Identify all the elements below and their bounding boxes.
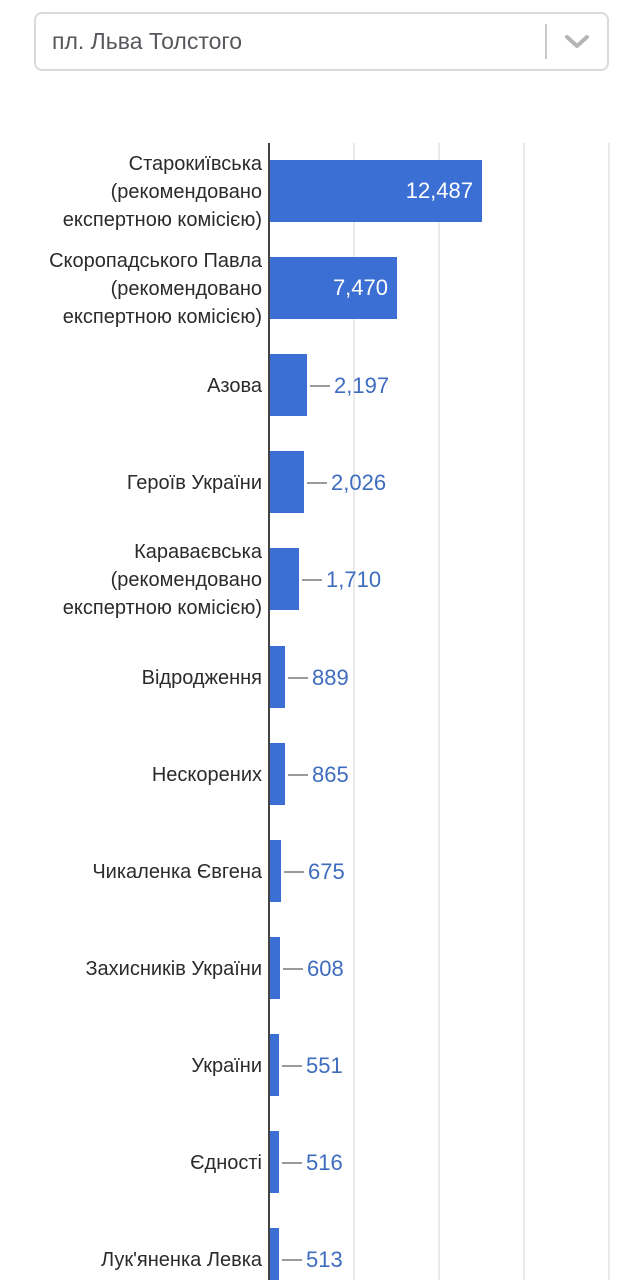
bar[interactable]: 7,470 — [270, 257, 397, 319]
bar-label: Караваєвська (рекомендовано експертною к… — [62, 540, 262, 619]
bar-label: Героїв України — [126, 471, 262, 494]
bar-label: Нескорених — [151, 763, 262, 786]
bar-value-label: 608 — [307, 955, 344, 981]
value-callout-line — [302, 578, 322, 581]
bar-value-label: 551 — [306, 1052, 343, 1078]
bar-label: України — [191, 1054, 262, 1077]
bar-value-label: 7,470 — [332, 275, 388, 300]
bar-row: Захисників України 608 — [0, 920, 636, 1017]
value-callout-line — [282, 1258, 302, 1261]
bar-value-label: 889 — [312, 664, 349, 690]
gridline — [438, 143, 440, 1280]
bar-row: Єдності 516 — [0, 1114, 636, 1211]
gridline — [608, 143, 610, 1280]
bar-row: Старокиївська (рекомендовано експертною … — [0, 143, 636, 240]
bar-label: Єдності — [190, 1151, 262, 1174]
bar-value-label: 1,710 — [326, 566, 382, 592]
bar-label: Захисників України — [85, 957, 262, 980]
bar-label: Відродження — [141, 666, 262, 689]
bar-row: Героїв України 2,026 — [0, 434, 636, 531]
street-select-value: пл. Льва Толстого — [52, 28, 243, 54]
bar-value-label: 513 — [306, 1246, 343, 1272]
y-axis-line — [268, 143, 270, 1280]
bar[interactable]: 12,487 — [270, 160, 482, 222]
bar-value-label: 516 — [306, 1149, 343, 1175]
bar-value-label: 2,026 — [331, 469, 387, 495]
bar-label: Чикаленка Євгена — [92, 860, 262, 883]
bar-row: Азова 2,197 — [0, 337, 636, 434]
bar-value-label: 2,197 — [334, 372, 390, 398]
bar[interactable] — [270, 451, 304, 513]
value-callout-line — [310, 384, 330, 387]
chevron-down-icon — [565, 34, 589, 48]
bar-row: України 551 — [0, 1017, 636, 1114]
bar-row: Відродження 889 — [0, 629, 636, 726]
value-callout-line — [284, 870, 304, 873]
bar-label: Скоропадського Павла (рекомендовано експ… — [49, 249, 262, 328]
bar-value-label: 675 — [308, 858, 345, 884]
value-callout-line — [288, 773, 308, 776]
bar-label: Старокиївська (рекомендовано експертною … — [62, 152, 262, 231]
bar-value-label: 12,487 — [405, 178, 473, 203]
bar[interactable] — [270, 1228, 279, 1280]
bar-value-label: 865 — [312, 761, 349, 787]
bar[interactable] — [270, 548, 299, 610]
gridline — [523, 143, 525, 1280]
bar-row: Лук'яненка Левка 513 — [0, 1211, 636, 1280]
bar[interactable] — [270, 1131, 279, 1193]
bar-chart: Старокиївська (рекомендовано експертною … — [0, 143, 636, 1280]
bar[interactable] — [270, 743, 285, 805]
bar-label: Лук'яненка Левка — [100, 1248, 262, 1271]
bar[interactable] — [270, 937, 280, 999]
value-callout-line — [288, 676, 308, 679]
street-select[interactable]: пл. Льва Толстого — [34, 12, 609, 71]
bar[interactable] — [270, 646, 285, 708]
bar-row: Нескорених 865 — [0, 726, 636, 823]
dropdown-divider — [545, 24, 547, 59]
bar[interactable] — [270, 354, 307, 416]
bar-label: Азова — [207, 374, 262, 397]
value-callout-line — [282, 1161, 302, 1164]
value-callout-line — [283, 967, 303, 970]
value-callout-line — [282, 1064, 302, 1067]
bar[interactable] — [270, 840, 281, 902]
bar-row: Чикаленка Євгена 675 — [0, 823, 636, 920]
gridline — [353, 143, 355, 1280]
bar-row: Скоропадського Павла (рекомендовано експ… — [0, 240, 636, 337]
bar-row: Караваєвська (рекомендовано експертною к… — [0, 531, 636, 628]
value-callout-line — [307, 481, 327, 484]
bar[interactable] — [270, 1034, 279, 1096]
